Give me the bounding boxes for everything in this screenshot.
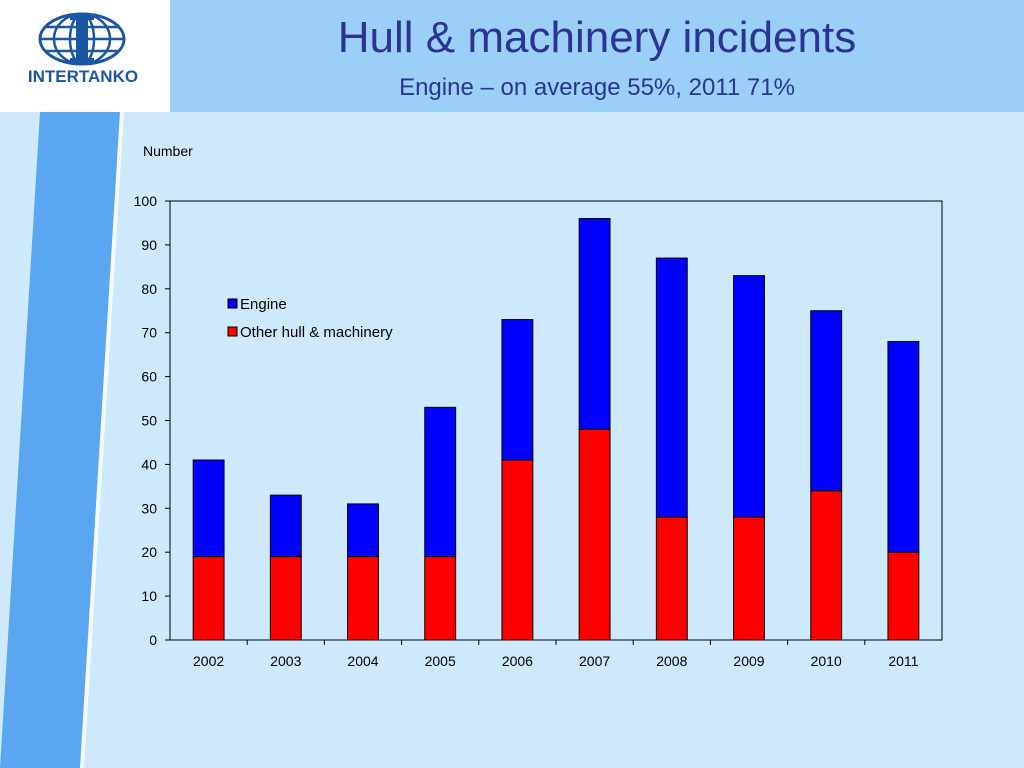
- bar-engine-2004: [347, 503, 379, 558]
- bar-engine-2007: [578, 218, 611, 430]
- globe-icon: [38, 12, 126, 66]
- legend-swatch: [227, 298, 238, 309]
- bar-engine-2006: [501, 319, 534, 461]
- bar-engine-2002: [192, 459, 225, 558]
- bar-other-2004: [347, 556, 379, 641]
- y-tick-label: 90: [141, 237, 157, 253]
- y-tick-label: 20: [141, 544, 157, 560]
- y-tick-label: 0: [149, 632, 157, 648]
- slide-title: Hull & machinery incidents: [337, 13, 857, 62]
- y-axis-label: Number: [143, 143, 193, 159]
- bar-other-2009: [733, 516, 765, 641]
- bar-other-2003: [269, 556, 302, 641]
- y-tick-label: 80: [141, 281, 157, 297]
- legend-swatch: [227, 326, 238, 337]
- bar-other-2002: [192, 556, 225, 641]
- header-band: [170, 0, 1024, 112]
- y-tick-label: 50: [141, 413, 157, 429]
- bars: [192, 218, 920, 641]
- y-tick-label: 100: [134, 193, 158, 209]
- bar-other-2011: [887, 551, 920, 641]
- x-tick-label: 2010: [811, 653, 842, 669]
- bar-engine-2010: [810, 310, 843, 492]
- x-tick-label: 2005: [425, 653, 456, 669]
- y-tick-label: 30: [141, 500, 157, 516]
- bar-engine-2003: [269, 494, 302, 558]
- y-tick-label: 10: [141, 588, 157, 604]
- x-axis: 2002 2003 2004 2005 2006 2007 2008 2009 2010 2011: [193, 640, 919, 669]
- legend-label: Other hull & machinery: [240, 324, 393, 341]
- x-tick-label: 2008: [656, 653, 687, 669]
- x-tick-label: 2002: [193, 653, 224, 669]
- x-tick-label: 2004: [347, 653, 378, 669]
- y-tick-label: 40: [141, 456, 157, 472]
- bar-other-2010: [810, 490, 843, 641]
- y-tick-label: 60: [141, 369, 157, 385]
- x-tick-label: 2003: [270, 653, 301, 669]
- slide-subtitle: Engine – on average 55%, 2011 71%: [399, 74, 795, 101]
- bar-engine-2011: [887, 340, 920, 553]
- logo-text: INTERTANKO: [27, 67, 139, 86]
- x-tick-label: 2007: [579, 653, 610, 669]
- bar-engine-2008: [655, 257, 688, 518]
- bar-engine-2005: [424, 406, 457, 558]
- legend: Engine Other hull & machinery: [227, 296, 393, 341]
- y-axis: 0 10 20 30 40 50 60 70 80 90 100: [134, 193, 170, 648]
- bar-other-2008: [655, 516, 688, 641]
- y-tick-label: 70: [141, 325, 157, 341]
- logo: INTERTANKO: [0, 0, 170, 112]
- bar-other-2005: [424, 556, 457, 641]
- bar-other-2006: [501, 459, 534, 641]
- left-stripe-decoration: [0, 112, 124, 768]
- x-tick-label: 2006: [502, 653, 533, 669]
- x-tick-label: 2011: [888, 653, 918, 669]
- bar-engine-2009: [733, 275, 765, 518]
- legend-label: Engine: [240, 296, 287, 313]
- x-tick-label: 2009: [733, 653, 764, 669]
- bar-other-2007: [578, 428, 611, 641]
